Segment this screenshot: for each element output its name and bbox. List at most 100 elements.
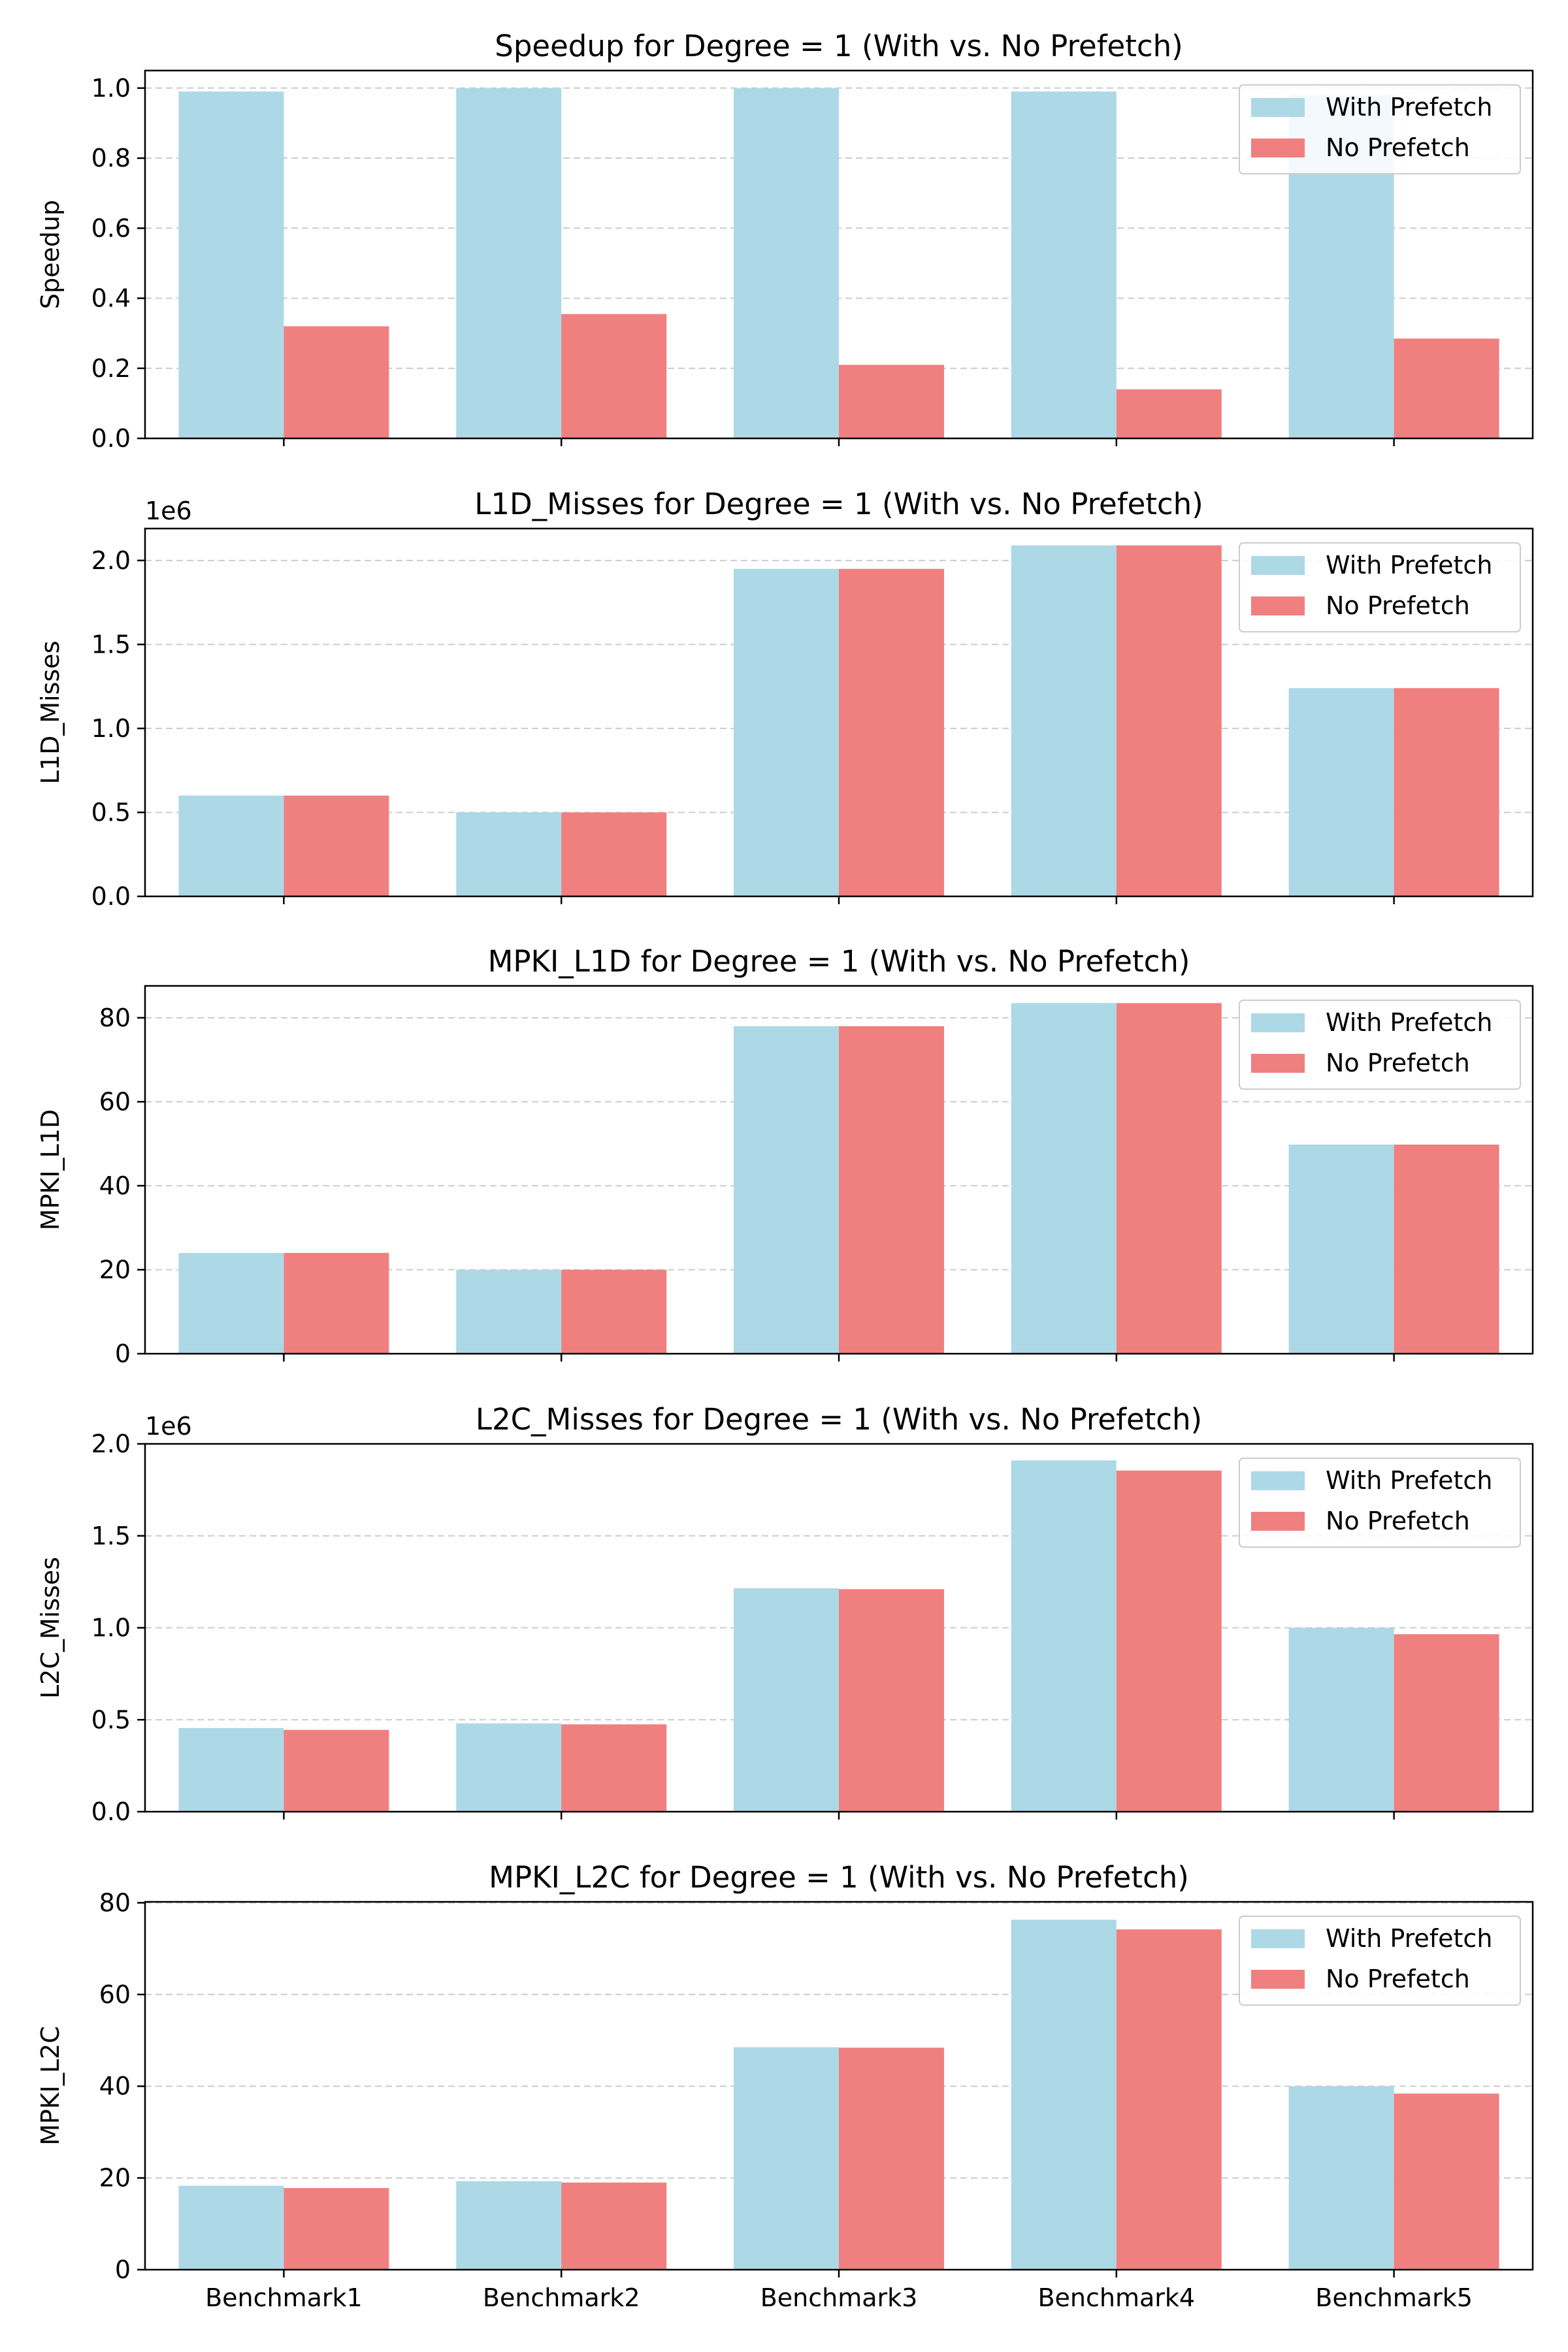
y-tick-label: 80	[99, 1888, 131, 1917]
y-tick-label: 80	[99, 1004, 131, 1032]
bar-no-prefetch	[284, 795, 389, 896]
y-tick-label: 0.5	[91, 798, 131, 826]
legend-label: With Prefetch	[1326, 1466, 1492, 1495]
chart-panel: 0 20 40 60 80 Benchmark1 Benchmark2 Benchmark3 B…	[36, 1860, 1534, 2312]
bar-with-prefetch	[456, 812, 562, 896]
bar-no-prefetch	[561, 1269, 667, 1354]
axis-offset-label: 1e6	[145, 497, 192, 525]
y-tick-label: 0.0	[91, 882, 131, 911]
bar-with-prefetch	[1288, 2086, 1394, 2270]
y-tick-label: 0.0	[91, 1797, 131, 1826]
bar-no-prefetch	[839, 1589, 944, 1812]
chart-title: MPKI_L1D for Degree = 1 (With vs. No Pre…	[488, 944, 1190, 979]
y-tick-label: 20	[99, 1255, 131, 1284]
bar-no-prefetch	[561, 314, 667, 438]
bar-no-prefetch	[284, 326, 389, 438]
legend-swatch-no-prefetch	[1251, 1512, 1305, 1531]
bar-no-prefetch	[284, 2188, 389, 2270]
legend-label: With Prefetch	[1326, 93, 1492, 122]
y-tick-label: 0.6	[91, 214, 131, 242]
bar-with-prefetch	[178, 91, 284, 438]
bar-with-prefetch	[734, 568, 839, 896]
bar-with-prefetch	[1288, 688, 1394, 896]
x-tick-label: Benchmark5	[1315, 2283, 1473, 2312]
bar-no-prefetch	[561, 2182, 667, 2270]
axis-offset-label: 1e6	[145, 1412, 192, 1441]
chart-panel: 0 20 40 60 80 MPKI_L1D for Degree = 1 (With v…	[36, 944, 1534, 1368]
bar-with-prefetch	[734, 88, 839, 439]
legend-swatch-with-prefetch	[1251, 98, 1305, 117]
bar-with-prefetch	[178, 2185, 284, 2270]
bar-with-prefetch	[1288, 1144, 1394, 1354]
bar-no-prefetch	[1116, 1003, 1222, 1354]
y-axis-label: MPKI_L2C	[36, 2026, 65, 2146]
legend-swatch-no-prefetch	[1251, 1970, 1305, 1989]
bar-no-prefetch	[1116, 1470, 1222, 1812]
legend-box	[1239, 1458, 1521, 1548]
chart-title: L1D_Misses for Degree = 1 (With vs. No P…	[474, 487, 1203, 521]
y-tick-label: 2.0	[91, 546, 131, 575]
bar-no-prefetch	[284, 1252, 389, 1354]
y-axis-label: L1D_Misses	[36, 641, 65, 785]
legend-swatch-with-prefetch	[1251, 556, 1305, 575]
y-tick-label: 0	[115, 1339, 131, 1368]
x-tick-label: Benchmark2	[483, 2283, 640, 2312]
legend-label: With Prefetch	[1326, 551, 1492, 580]
legend-box	[1239, 84, 1521, 174]
bar-no-prefetch	[1394, 1634, 1499, 1812]
bar-with-prefetch	[1011, 1919, 1117, 2270]
y-tick-label: 1.0	[91, 714, 131, 743]
y-tick-label: 0.8	[91, 144, 131, 172]
legend-swatch-with-prefetch	[1251, 1013, 1305, 1032]
bar-no-prefetch	[561, 1724, 667, 1812]
y-axis-label: L2C_Misses	[36, 1557, 65, 1699]
chart-title: Speedup for Degree = 1 (With vs. No Pref…	[495, 29, 1183, 63]
y-tick-label: 60	[99, 1087, 131, 1116]
bar-no-prefetch	[839, 365, 944, 438]
y-tick-label: 2.0	[91, 1429, 131, 1458]
y-tick-label: 0.2	[91, 354, 131, 383]
legend-swatch-no-prefetch	[1251, 139, 1305, 157]
y-tick-label: 0	[115, 2255, 131, 2284]
bar-with-prefetch	[456, 1723, 562, 1812]
legend-label: No Prefetch	[1326, 1049, 1470, 1077]
legend-label: No Prefetch	[1326, 1965, 1470, 1993]
bar-no-prefetch	[284, 1729, 389, 1812]
y-tick-label: 40	[99, 1171, 131, 1200]
y-tick-label: 1.5	[91, 630, 131, 659]
legend-swatch-no-prefetch	[1251, 596, 1305, 615]
chart-panel: 0.0 0.5 1.0 1.5 2.0 L1D_Misses for Degree = 1…	[36, 487, 1534, 911]
x-tick-label: Benchmark1	[205, 2283, 363, 2312]
chart-panel: 0.0 0.2 0.4 0.6 0.8 1.0 Speedup for Degree = 1…	[36, 29, 1534, 453]
legend: With Prefetch No Prefetch	[1239, 1916, 1521, 2006]
legend-box	[1239, 542, 1521, 632]
bar-no-prefetch	[1394, 2093, 1499, 2270]
bar-with-prefetch	[734, 2047, 839, 2270]
bar-no-prefetch	[839, 568, 944, 896]
bar-with-prefetch	[1011, 1003, 1117, 1354]
x-tick-label: Benchmark4	[1037, 2283, 1195, 2312]
legend: With Prefetch No Prefetch	[1239, 1000, 1521, 1090]
bar-no-prefetch	[1394, 1144, 1499, 1354]
bar-no-prefetch	[1394, 688, 1499, 896]
legend-swatch-no-prefetch	[1251, 1054, 1305, 1073]
bar-no-prefetch	[839, 2048, 944, 2270]
bar-no-prefetch	[839, 1026, 944, 1354]
bar-no-prefetch	[1116, 1929, 1222, 2270]
y-tick-label: 1.0	[91, 74, 131, 103]
chart-title: MPKI_L2C for Degree = 1 (With vs. No Pre…	[489, 1860, 1189, 1895]
bar-with-prefetch	[178, 1252, 284, 1354]
chart-panel: 0.0 0.5 1.0 1.5 2.0 L2C_Misses for Degree = 1…	[36, 1402, 1534, 1826]
y-tick-label: 0.0	[91, 424, 131, 453]
legend-box	[1239, 1000, 1521, 1090]
legend-box	[1239, 1916, 1521, 2006]
y-tick-label: 40	[99, 2072, 131, 2100]
legend-label: No Prefetch	[1326, 591, 1470, 620]
bar-no-prefetch	[1116, 545, 1222, 896]
legend: With Prefetch No Prefetch	[1239, 542, 1521, 632]
bar-with-prefetch	[1011, 1460, 1117, 1812]
bar-with-prefetch	[456, 1269, 562, 1354]
y-axis-label: Speedup	[36, 200, 65, 309]
bar-no-prefetch	[1394, 338, 1499, 438]
